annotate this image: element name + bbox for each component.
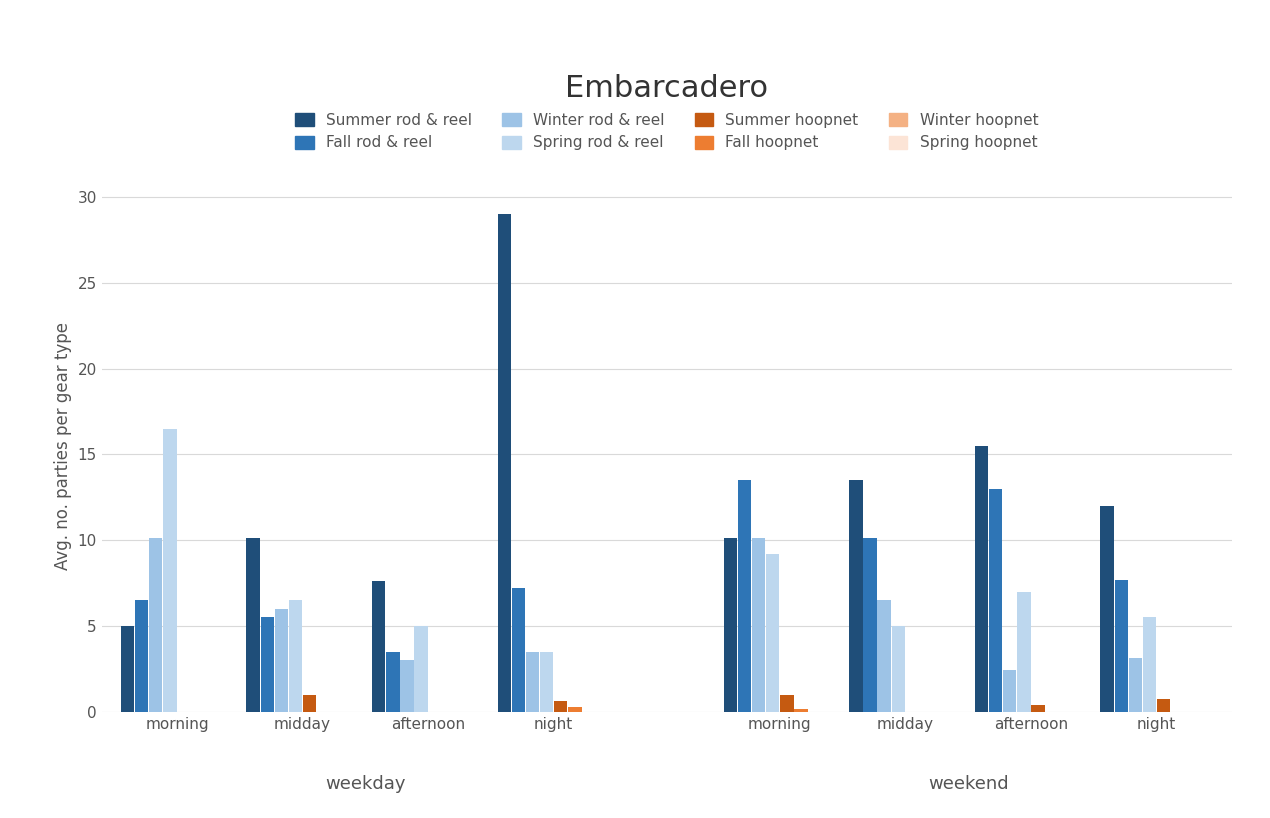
Bar	[163, 429, 177, 712]
Bar	[780, 694, 794, 712]
Bar	[135, 600, 149, 712]
Bar	[372, 582, 385, 712]
Bar	[1143, 618, 1156, 712]
Bar	[526, 652, 540, 712]
Bar	[1017, 591, 1030, 712]
Bar	[260, 618, 274, 712]
Title: Embarcadero: Embarcadero	[565, 74, 768, 102]
Bar	[850, 480, 862, 712]
Bar	[752, 538, 766, 712]
Bar	[386, 652, 400, 712]
Bar	[1115, 580, 1128, 712]
Bar	[989, 488, 1002, 712]
Bar	[724, 538, 737, 712]
Bar	[1100, 506, 1114, 712]
Bar	[738, 480, 751, 712]
Bar	[121, 626, 135, 712]
Bar	[1003, 671, 1016, 712]
Bar	[512, 588, 525, 712]
Bar	[414, 626, 428, 712]
Legend: Summer rod & reel, Fall rod & reel, Winter rod & reel, Spring rod & reel, Summer: Summer rod & reel, Fall rod & reel, Wint…	[287, 106, 1046, 158]
Text: weekday: weekday	[325, 775, 405, 793]
Bar	[878, 600, 890, 712]
Bar	[540, 652, 554, 712]
Bar	[892, 626, 906, 712]
Bar	[304, 694, 316, 712]
Bar	[274, 609, 288, 712]
Y-axis label: Avg. no. parties per gear type: Avg. no. parties per gear type	[53, 321, 72, 570]
Bar	[568, 707, 582, 712]
Bar	[288, 600, 302, 712]
Text: weekend: weekend	[928, 775, 1008, 793]
Bar	[1031, 705, 1045, 712]
Bar	[1157, 699, 1171, 712]
Bar	[246, 538, 260, 712]
Bar	[1129, 658, 1142, 712]
Bar	[554, 700, 568, 712]
Bar	[400, 660, 414, 712]
Bar	[766, 554, 780, 712]
Bar	[975, 446, 988, 712]
Bar	[794, 709, 808, 712]
Bar	[864, 538, 876, 712]
Bar	[149, 538, 163, 712]
Bar	[498, 214, 511, 712]
